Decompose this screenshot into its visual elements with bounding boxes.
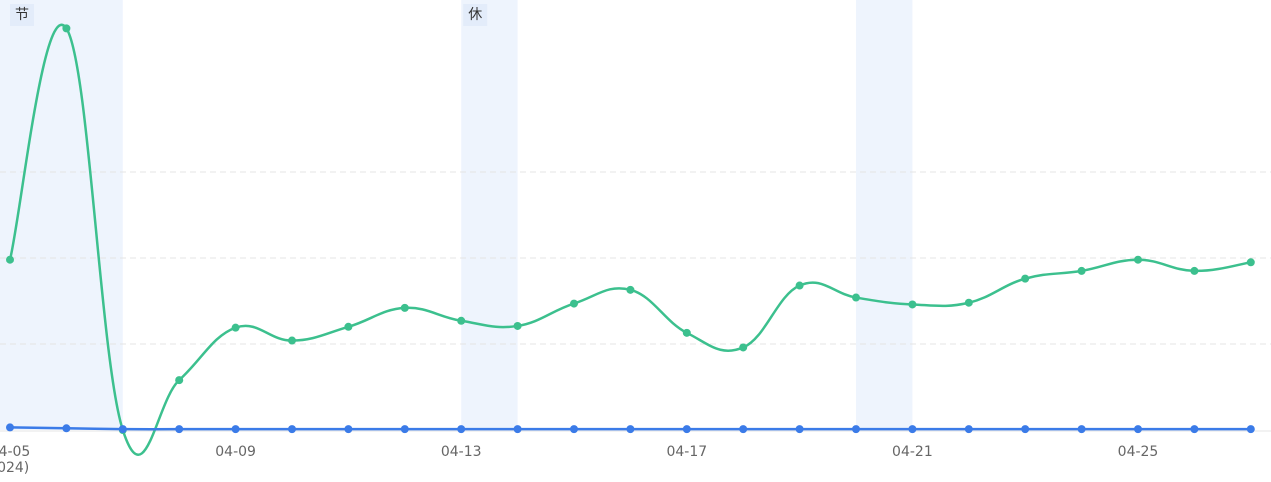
data-point: [231, 425, 240, 434]
x-tick-label: 04-21: [892, 444, 933, 460]
data-point: [852, 425, 860, 434]
data-point: [1190, 266, 1199, 275]
data-point: [908, 300, 917, 309]
data-point: [118, 425, 127, 434]
data-point: [288, 336, 296, 345]
data-point: [62, 424, 71, 433]
data-point: [1021, 274, 1030, 283]
data-point: [1021, 425, 1030, 434]
data-point: [344, 322, 353, 331]
band-tag: 节: [15, 7, 29, 23]
data-point: [231, 323, 240, 332]
x-tick-label: 04-17: [666, 444, 707, 460]
data-point: [964, 298, 973, 307]
data-point: [682, 328, 691, 337]
x-tick-label: 04-05: [0, 444, 30, 460]
data-point: [795, 281, 804, 290]
data-point: [1190, 425, 1199, 434]
band-tag: 休: [468, 7, 482, 23]
holiday-band: [856, 0, 913, 430]
data-point: [908, 425, 917, 434]
data-point: [739, 343, 748, 352]
data-point: [964, 425, 973, 434]
x-tick-label: 04-25: [1118, 444, 1159, 460]
data-point: [400, 425, 409, 434]
data-point: [682, 425, 691, 434]
data-point: [570, 425, 578, 434]
holiday-band: [0, 0, 123, 430]
band-tag-bg: [10, 4, 34, 26]
data-point: [1246, 258, 1255, 267]
data-point: [288, 425, 296, 434]
data-point: [1077, 266, 1086, 275]
x-axis-note: (2024): [0, 460, 29, 476]
x-tick-label: 04-13: [441, 444, 482, 460]
data-point: [513, 321, 522, 330]
data-point: [1134, 425, 1142, 434]
band-tag-bg: [463, 4, 488, 26]
data-point: [513, 425, 522, 434]
data-point: [1246, 425, 1255, 434]
data-point: [795, 425, 804, 434]
data-point: [626, 285, 635, 294]
data-point: [739, 425, 748, 434]
data-point: [62, 24, 71, 33]
data-point: [1134, 255, 1142, 264]
data-point: [175, 376, 184, 385]
data-point: [1077, 425, 1086, 434]
data-point: [6, 423, 14, 432]
data-point: [570, 299, 578, 308]
x-tick-label: 04-09: [215, 444, 256, 460]
data-point: [6, 255, 14, 264]
data-point: [457, 425, 466, 434]
holiday-band: [461, 0, 518, 430]
data-point: [400, 303, 409, 312]
data-point: [626, 425, 635, 434]
data-point: [852, 293, 860, 302]
data-point: [457, 316, 466, 325]
data-point: [344, 425, 353, 434]
data-point: [175, 425, 184, 434]
series-line: [8, 23, 1251, 456]
